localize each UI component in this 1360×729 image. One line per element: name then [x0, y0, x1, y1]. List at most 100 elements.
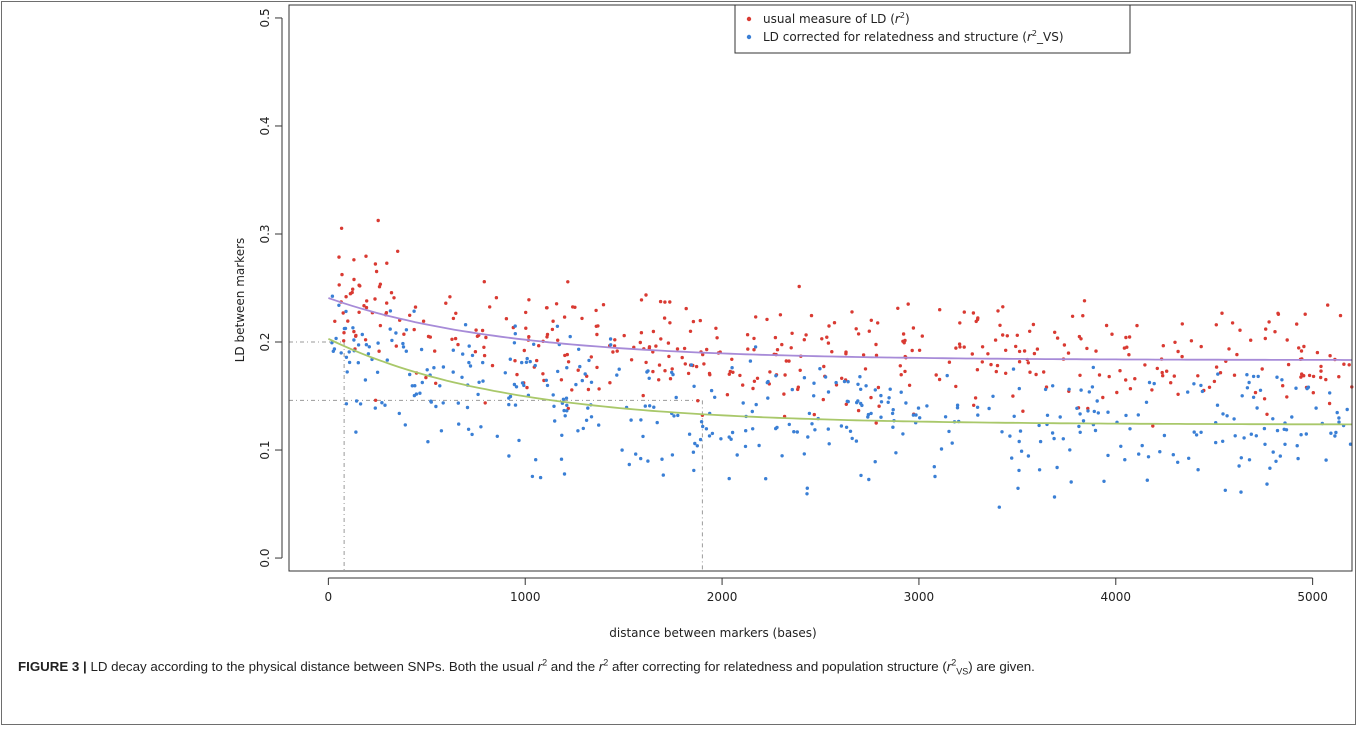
caption-text: ) are given. [968, 659, 1035, 674]
data-point-series-1 [342, 331, 346, 335]
data-point-series-2 [1123, 458, 1127, 462]
data-point-series-1 [1004, 348, 1008, 352]
data-point-series-1 [658, 299, 663, 304]
data-point-series-1 [1328, 354, 1332, 358]
data-point-series-1 [586, 387, 591, 392]
data-point-series-1 [639, 298, 644, 302]
data-point-series-2 [918, 416, 922, 420]
data-point-series-1 [863, 367, 868, 371]
data-point-series-1 [1127, 353, 1131, 357]
x-tick-label: 3000 [904, 590, 935, 604]
data-point-series-2 [914, 413, 918, 417]
data-point-series-2 [584, 418, 589, 422]
data-point-series-1 [544, 306, 549, 310]
caption-r: r [598, 659, 604, 674]
data-point-series-1 [1319, 364, 1323, 369]
data-point-series-2 [354, 399, 359, 403]
data-point-series-2 [1052, 436, 1056, 441]
data-point-series-2 [807, 411, 812, 416]
data-point-series-2 [886, 400, 890, 404]
data-point-series-2 [1324, 458, 1328, 462]
data-point-series-1 [1238, 328, 1242, 332]
data-point-series-2 [441, 401, 445, 405]
data-point-series-1 [790, 331, 794, 335]
data-point-series-1 [377, 349, 381, 353]
data-point-series-2 [1102, 479, 1106, 483]
data-point-series-2 [581, 426, 585, 431]
data-point-series-2 [562, 472, 567, 476]
data-point-series-2 [672, 414, 676, 418]
data-point-series-2 [434, 404, 438, 409]
data-point-series-1 [787, 359, 791, 363]
data-point-series-2 [856, 399, 860, 403]
data-point-series-2 [363, 378, 368, 382]
data-point-series-1 [874, 421, 878, 425]
data-point-series-2 [766, 396, 770, 400]
data-point-series-2 [457, 422, 461, 426]
data-point-series-2 [544, 378, 548, 382]
data-point-series-2 [710, 431, 715, 436]
data-point-series-1 [1342, 362, 1346, 366]
data-point-series-1 [484, 335, 488, 340]
caption-r: r [946, 659, 952, 674]
data-point-series-2 [1251, 374, 1256, 379]
data-point-series-2 [514, 385, 519, 389]
data-point-series-2 [345, 370, 349, 374]
data-point-series-2 [451, 348, 455, 352]
data-point-series-2 [1221, 412, 1225, 416]
data-point-series-1 [339, 226, 344, 230]
data-point-series-1 [995, 363, 1000, 368]
data-point-series-2 [1290, 415, 1294, 419]
data-point-series-1 [854, 327, 858, 331]
data-point-series-1 [856, 332, 861, 336]
data-point-series-2 [812, 394, 816, 398]
data-point-series-1 [1281, 384, 1285, 388]
data-point-series-1 [994, 369, 998, 374]
data-point-series-1 [1295, 322, 1299, 326]
data-point-series-2 [802, 376, 807, 380]
data-point-series-1 [675, 347, 680, 351]
data-point-series-2 [344, 309, 348, 314]
data-point-series-1 [402, 332, 406, 336]
data-point-series-1 [1207, 385, 1212, 389]
data-point-series-2 [692, 468, 696, 473]
data-point-series-2 [513, 324, 517, 328]
data-point-series-2 [1145, 478, 1150, 482]
data-point-series-2 [701, 424, 705, 429]
data-point-series-1 [708, 373, 712, 377]
caption-text: LD decay according to the physical dista… [86, 659, 538, 674]
data-point-series-1 [394, 344, 398, 348]
data-point-series-1 [1173, 340, 1177, 344]
data-point-series-1 [1307, 373, 1312, 378]
data-point-series-2 [609, 343, 613, 347]
data-point-series-2 [1069, 480, 1073, 484]
data-point-series-2 [695, 444, 699, 448]
data-point-series-2 [750, 409, 754, 414]
data-point-series-1 [364, 254, 368, 258]
data-point-series-2 [1186, 390, 1190, 394]
data-point-series-2 [826, 390, 831, 394]
data-point-series-1 [1315, 350, 1320, 355]
data-point-series-2 [477, 380, 481, 384]
data-point-series-1 [752, 379, 757, 383]
data-point-series-2 [1337, 416, 1341, 420]
data-point-series-2 [1106, 410, 1110, 414]
data-point-series-1 [663, 369, 667, 373]
data-point-series-1 [565, 352, 569, 357]
data-point-series-1 [798, 368, 802, 372]
data-point-series-2 [1295, 444, 1299, 448]
data-point-series-1 [827, 324, 831, 328]
caption-text: after correcting for relatedness and pop… [608, 659, 947, 674]
data-point-series-1 [775, 348, 780, 352]
data-point-series-1 [595, 365, 599, 370]
data-point-series-2 [842, 379, 847, 384]
data-point-series-1 [1172, 374, 1177, 378]
data-point-series-2 [388, 327, 392, 331]
data-point-series-1 [559, 378, 564, 382]
data-point-series-2 [1038, 439, 1043, 444]
data-point-series-1 [589, 355, 593, 359]
data-point-series-1 [337, 255, 341, 259]
data-point-series-2 [553, 419, 557, 423]
data-point-series-1 [1011, 394, 1015, 398]
data-point-series-1 [730, 357, 734, 361]
